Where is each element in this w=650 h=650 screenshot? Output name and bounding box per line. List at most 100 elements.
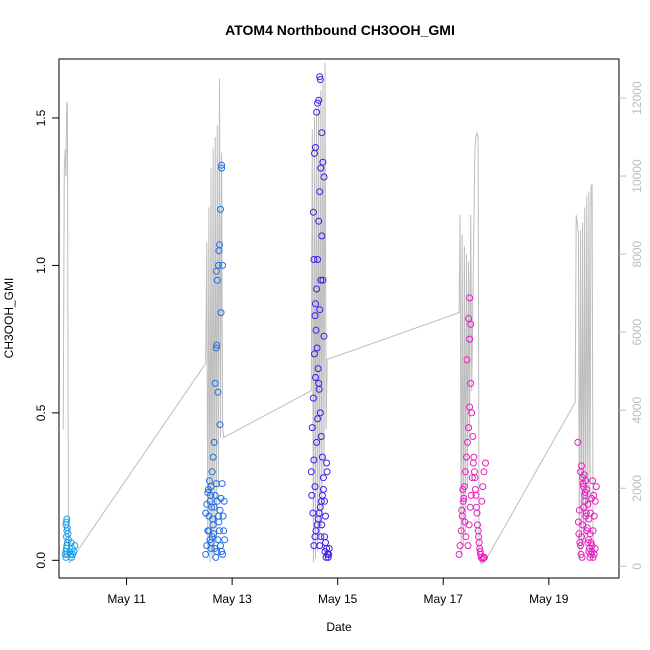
data-point — [590, 491, 598, 499]
data-point — [574, 438, 582, 446]
data-point — [214, 261, 222, 269]
data-point — [207, 545, 215, 552]
data-point — [466, 403, 474, 411]
data-point — [205, 477, 213, 485]
data-point — [317, 276, 325, 284]
y2-tick-label: 0 — [630, 563, 644, 570]
data-point — [314, 415, 322, 423]
y-axis-label: CH3OOH_GMI — [2, 278, 16, 359]
data-point — [463, 453, 470, 461]
data-point — [575, 530, 583, 538]
data-point — [458, 506, 466, 514]
y2-tick-label: 12000 — [630, 81, 644, 115]
data-point — [68, 545, 76, 552]
y-tick-label: 1.0 — [34, 257, 48, 274]
data-point — [578, 553, 586, 561]
altitude-line — [62, 62, 594, 566]
data-point — [307, 468, 315, 476]
y2-tick-label: 10000 — [630, 159, 644, 193]
data-point — [209, 515, 217, 523]
data-point — [213, 341, 221, 349]
data-point — [467, 379, 475, 387]
data-point — [218, 480, 226, 488]
data-point — [215, 518, 223, 526]
data-point — [580, 471, 588, 479]
data-point — [216, 421, 224, 429]
data-point — [321, 548, 329, 555]
data-point — [482, 459, 489, 467]
data-point — [315, 217, 323, 225]
data-point — [467, 491, 475, 499]
data-point — [216, 241, 223, 249]
data-point — [217, 309, 225, 317]
data-point — [578, 462, 585, 470]
x-tick-label: May 11 — [107, 592, 146, 606]
data-point — [468, 474, 476, 482]
data-point — [579, 480, 587, 488]
data-point — [479, 483, 487, 491]
data-point — [313, 285, 321, 293]
data-point — [219, 512, 227, 520]
data-point — [581, 491, 589, 499]
data-point — [205, 527, 213, 535]
data-point — [313, 108, 321, 116]
y-tick-label: 1.5 — [34, 109, 48, 126]
data-point — [314, 256, 322, 263]
x-tick-label: May 17 — [424, 592, 464, 606]
data-point — [315, 96, 323, 104]
data-point — [575, 506, 583, 514]
data-point — [465, 315, 473, 322]
x-axis-label: Date — [326, 620, 352, 634]
data-point — [311, 149, 318, 157]
data-point — [218, 548, 226, 555]
data-point — [480, 468, 488, 476]
data-point — [213, 276, 221, 284]
data-point — [585, 545, 593, 552]
data-point — [459, 497, 467, 505]
data-point — [587, 509, 594, 517]
data-point — [217, 205, 224, 213]
data-point — [584, 500, 592, 508]
points-layer — [61, 73, 600, 563]
data-point — [212, 267, 220, 275]
data-point — [210, 503, 218, 511]
data-point — [309, 509, 317, 517]
data-point — [202, 550, 210, 558]
data-point — [478, 497, 486, 505]
data-point — [218, 161, 226, 169]
data-point — [204, 486, 212, 493]
data-point — [310, 256, 318, 263]
data-point — [318, 521, 326, 529]
data-point — [471, 486, 479, 493]
x-tick-label: May 13 — [212, 592, 252, 606]
data-point — [214, 388, 222, 396]
data-point — [214, 536, 222, 544]
data-point — [308, 491, 316, 499]
data-point — [322, 512, 329, 520]
data-point — [310, 456, 318, 464]
data-point — [323, 459, 331, 467]
data-point — [312, 326, 320, 334]
data-point — [316, 542, 324, 550]
y-axis: 0.0 0.5 1.0 1.5 — [34, 109, 59, 569]
data-point — [469, 459, 477, 467]
data-point — [311, 312, 319, 320]
data-point — [457, 527, 465, 535]
data-point — [309, 394, 317, 402]
data-point — [317, 433, 325, 440]
chart-title: ATOM4 Northbound CH3OOH_GMI — [225, 22, 455, 38]
data-point — [468, 409, 476, 417]
data-point — [474, 521, 481, 529]
data-point — [461, 468, 469, 476]
data-point — [203, 500, 211, 508]
data-point — [460, 494, 468, 502]
data-point — [319, 158, 327, 166]
data-point — [63, 550, 71, 558]
data-point — [318, 453, 326, 461]
altitude-line-layer — [62, 62, 594, 566]
data-point — [210, 438, 218, 446]
data-point — [589, 477, 597, 485]
data-point — [455, 550, 463, 558]
data-point — [204, 489, 212, 496]
